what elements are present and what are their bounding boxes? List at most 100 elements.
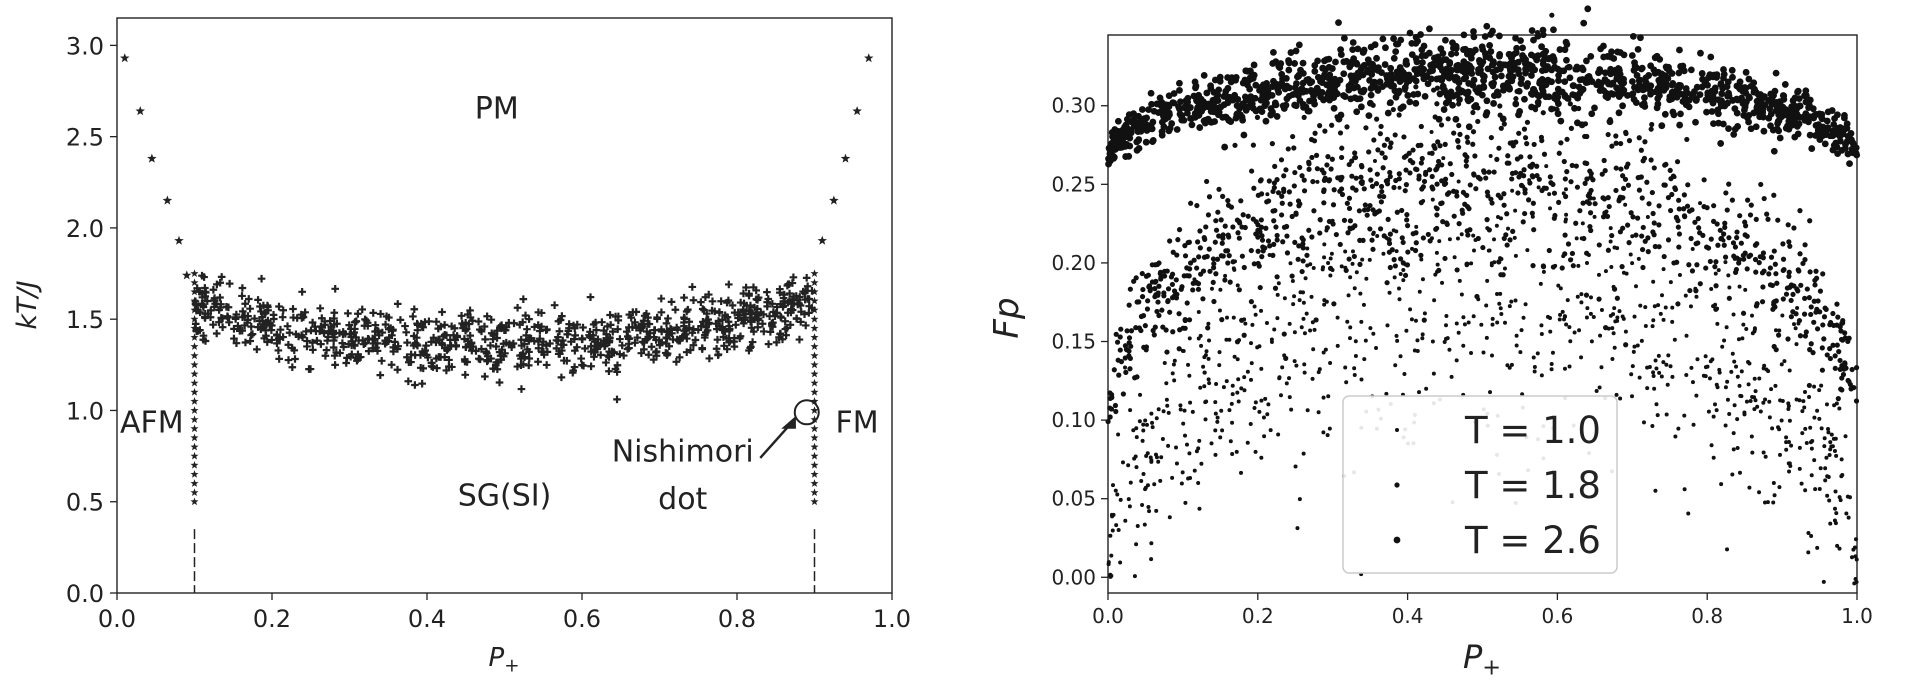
- sg-boundary-point: [613, 325, 622, 333]
- sg-boundary-point: [284, 356, 293, 364]
- fp-point: [1840, 371, 1847, 378]
- fp-point: [1827, 452, 1832, 457]
- sg-boundary-point: [608, 347, 616, 356]
- fp-point: [1439, 178, 1445, 184]
- fp-point: [1281, 188, 1287, 195]
- fp-point: [1490, 322, 1495, 327]
- fp-point: [1140, 438, 1145, 443]
- fp-point: [1588, 295, 1593, 300]
- fp-point: [1620, 225, 1626, 231]
- fp-point: [1415, 349, 1420, 354]
- sg-boundary-point: [784, 280, 792, 289]
- fp-point: [1420, 332, 1425, 337]
- sg-boundary-point: [218, 314, 227, 323]
- fp-point: [1656, 244, 1662, 250]
- sg-boundary-point: [523, 345, 532, 354]
- fp-point: [1817, 416, 1822, 421]
- sg-boundary-point: [752, 286, 760, 295]
- fp-point: [1415, 142, 1421, 149]
- fp-point: [1146, 283, 1153, 289]
- fp-point: [1190, 280, 1196, 286]
- fp-point: [1766, 271, 1772, 277]
- fp-point: [1276, 281, 1281, 286]
- fp-point: [1467, 182, 1473, 188]
- fp-point: [1744, 266, 1750, 272]
- fp-point: [1309, 294, 1314, 299]
- fp-point: [1134, 465, 1139, 470]
- sg-boundary-point: [689, 341, 698, 349]
- sg-boundary-point: [203, 297, 212, 305]
- fp-point: [1844, 511, 1849, 516]
- fp-point: [1221, 385, 1226, 390]
- fp-point: [1489, 353, 1494, 358]
- fp-point: [1118, 560, 1123, 565]
- fp-point: [1352, 223, 1358, 229]
- sg-boundary-point: [299, 313, 308, 321]
- fp-point: [1808, 425, 1813, 430]
- sg-boundary-point: [603, 322, 612, 331]
- sg-boundary-point: [466, 306, 474, 315]
- fp-point: [1628, 52, 1636, 59]
- fp-point: [1420, 336, 1425, 341]
- fp-point: [1771, 480, 1776, 485]
- sg-boundary-point: [754, 293, 763, 302]
- fp-point: [1670, 305, 1675, 310]
- fp-point: [1167, 238, 1173, 244]
- sg-boundary-point: [680, 322, 688, 330]
- fp-point: [1141, 472, 1146, 477]
- fp-point: [1740, 310, 1747, 316]
- fp-point: [1581, 235, 1587, 242]
- fp-point: [1166, 410, 1171, 415]
- fp-point: [1322, 302, 1327, 307]
- fp-point: [1486, 169, 1492, 175]
- fp-point: [1404, 262, 1411, 268]
- fp-point: [1773, 271, 1779, 277]
- fp-point: [1328, 360, 1333, 365]
- fp-point: [1281, 85, 1289, 93]
- fp-point: [1535, 351, 1540, 356]
- fp-point: [1494, 91, 1502, 99]
- fp-point: [1154, 308, 1160, 315]
- fp-point: [1170, 475, 1175, 480]
- fp-point: [1628, 252, 1633, 257]
- fp-point: [1126, 335, 1133, 341]
- fp-point: [1265, 412, 1270, 417]
- sg-boundary-point: [343, 354, 351, 362]
- fp-point: [1802, 333, 1808, 339]
- fp-point: [1676, 206, 1682, 212]
- fp-point: [1130, 116, 1138, 124]
- fp-point: [1824, 455, 1829, 460]
- fp-point: [1804, 286, 1810, 292]
- fp-point: [1259, 308, 1264, 313]
- phase-boundary-star: [174, 235, 184, 245]
- fp-point: [1781, 81, 1789, 88]
- fp-point: [1711, 203, 1717, 209]
- fp-point: [1452, 115, 1460, 123]
- fp-point: [1638, 101, 1646, 109]
- fp-point: [1563, 41, 1571, 48]
- fp-point: [1512, 235, 1517, 240]
- fp-point: [1672, 186, 1679, 193]
- fp-point: [1603, 325, 1609, 331]
- phase-boundary-star: [190, 315, 199, 323]
- left-data-points: [120, 53, 874, 593]
- fp-point: [1753, 216, 1759, 222]
- sg-boundary-point: [715, 308, 724, 317]
- fp-point: [1252, 405, 1257, 410]
- fp-point: [1852, 545, 1857, 550]
- fp-point: [1376, 208, 1382, 214]
- fp-point: [1717, 81, 1725, 89]
- fp-point: [1479, 322, 1484, 327]
- fp-point: [1694, 393, 1699, 398]
- fp-point: [1753, 303, 1760, 309]
- fp-point: [1521, 95, 1528, 103]
- fp-point: [1522, 186, 1528, 193]
- fp-point: [1126, 463, 1131, 468]
- fp-point: [1459, 292, 1464, 297]
- fp-point: [1577, 87, 1585, 95]
- fp-point: [1774, 280, 1780, 286]
- fp-point: [1561, 78, 1569, 86]
- phase-boundary-star: [810, 369, 819, 378]
- fp-point: [1471, 172, 1477, 178]
- sg-boundary-point: [317, 340, 325, 348]
